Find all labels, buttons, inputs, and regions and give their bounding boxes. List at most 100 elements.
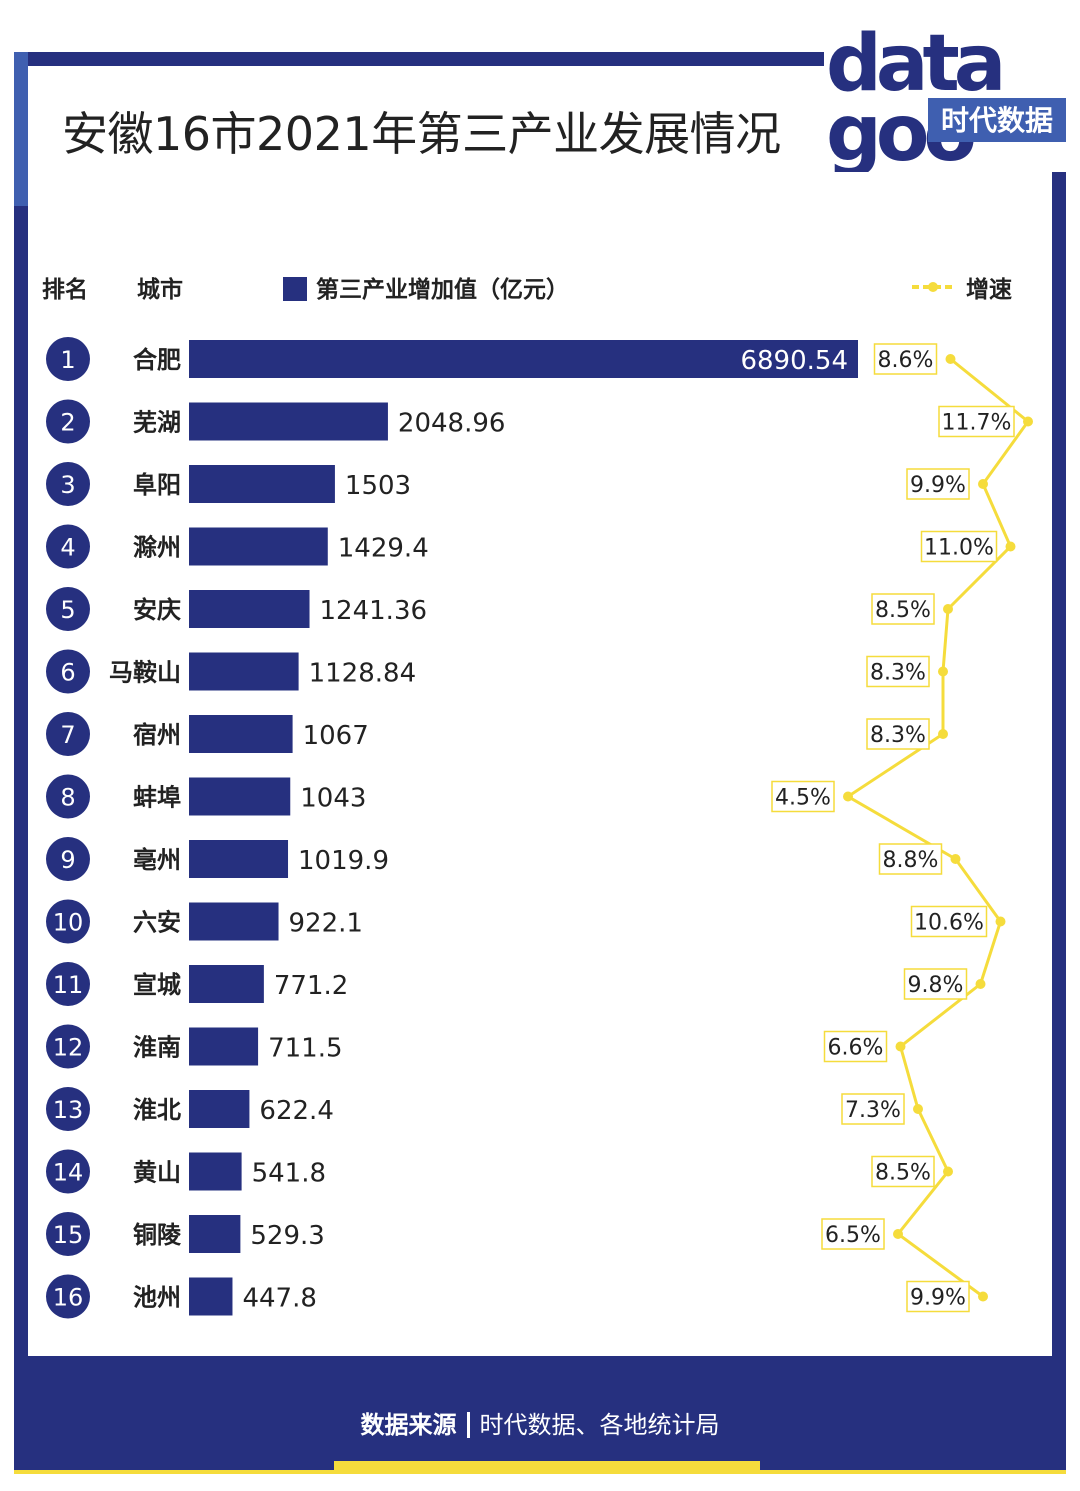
- city-label: 安庆: [133, 596, 181, 624]
- bar-value-label: 1429.4: [338, 534, 429, 564]
- growth-label-box: [938, 405, 1015, 438]
- bar-value-label: 447.8: [242, 1284, 316, 1314]
- city-label: 马鞍山: [109, 659, 181, 687]
- datagoo-logo: data goo 时代数据: [824, 12, 1066, 172]
- growth-label-box: [871, 1155, 935, 1188]
- bar-value-label: 1043: [300, 784, 366, 814]
- rank-number: 2: [60, 409, 75, 437]
- growth-value-label: 4.5%: [775, 786, 831, 811]
- line-legend-swatch: [912, 282, 954, 292]
- growth-value-label: 6.5%: [825, 1223, 881, 1248]
- growth-label-box: [920, 530, 998, 563]
- city-label: 芜湖: [133, 409, 181, 437]
- growth-label-box: [771, 780, 835, 813]
- bar: [189, 1215, 241, 1253]
- source-label: 数据来源: [360, 1411, 457, 1439]
- rank-badge: [46, 837, 90, 881]
- bar: [189, 1027, 259, 1066]
- city-label: 淮南: [133, 1034, 181, 1062]
- growth-point: [978, 1291, 988, 1302]
- growth-value-label: 8.3%: [870, 723, 926, 748]
- bar-value-label: 541.8: [252, 1159, 326, 1189]
- growth-label-box: [906, 468, 970, 500]
- bar: [189, 777, 291, 816]
- growth-label-box: [841, 1093, 905, 1125]
- growth-label-box: [903, 968, 968, 1000]
- growth-label-box: [873, 343, 938, 375]
- rank-badge: [46, 399, 90, 444]
- source-separator: [466, 1412, 470, 1438]
- growth-label-box: [910, 905, 988, 938]
- rank-number: 5: [60, 596, 75, 624]
- rank-number: 1: [60, 346, 75, 374]
- growth-point: [843, 791, 853, 802]
- rank-number: 14: [53, 1159, 84, 1187]
- bar-value-label: 1503: [345, 471, 411, 501]
- growth-label-box: [866, 718, 930, 750]
- growth-point: [913, 1104, 923, 1114]
- growth-point: [950, 854, 961, 864]
- growth-point: [978, 479, 988, 489]
- bar-value-label: 1019.9: [298, 846, 389, 876]
- growth-point: [938, 666, 948, 677]
- growth-value-label: 6.6%: [828, 1036, 884, 1061]
- bar-value-label: 711.5: [268, 1034, 342, 1064]
- growth-value-label: 8.8%: [883, 848, 939, 873]
- city-label: 黄山: [133, 1159, 181, 1187]
- rank-number: 4: [60, 534, 75, 562]
- rank-number: 7: [60, 721, 75, 749]
- growth-value-label: 9.9%: [910, 1286, 966, 1311]
- rank-number: 12: [53, 1034, 84, 1062]
- chart-title: 安徽16市2021年第三产业发展情况: [62, 107, 781, 161]
- city-label: 亳州: [133, 846, 181, 874]
- growth-point: [943, 604, 953, 614]
- bar-legend-label: 第三产业增加值（亿元）: [316, 277, 569, 303]
- city-label: 宣城: [133, 971, 181, 999]
- growth-point: [1005, 541, 1016, 552]
- growth-value-label: 8.5%: [875, 1161, 931, 1186]
- growth-point: [975, 979, 986, 989]
- rank-badge: [46, 1149, 90, 1194]
- rank-number: 8: [60, 784, 75, 812]
- rank-badge: [46, 1024, 90, 1069]
- footer-line: [14, 1470, 1066, 1474]
- bar-value-label: 622.4: [259, 1096, 333, 1126]
- rank-badge: [46, 1087, 90, 1131]
- growth-point: [995, 916, 1006, 927]
- growth-label-box: [823, 1030, 888, 1063]
- footer: 数据来源 时代数据、各地统计局: [0, 1405, 1080, 1440]
- growth-label-box: [821, 1218, 885, 1250]
- city-label: 合肥: [133, 346, 181, 374]
- rank-number: 9: [60, 846, 75, 874]
- city-label: 滁州: [133, 534, 181, 562]
- bar-legend-swatch: [283, 277, 307, 301]
- growth-line: [845, 357, 1031, 1298]
- bar-value-label: 529.3: [250, 1221, 324, 1251]
- rank-badge: [46, 524, 90, 569]
- city-label: 蚌埠: [133, 784, 181, 812]
- rank-badge: [46, 962, 90, 1006]
- frame-accent: [14, 52, 28, 206]
- bar: [189, 1090, 250, 1128]
- bar: [189, 965, 264, 1003]
- logo-text-top: data: [826, 19, 1001, 109]
- growth-point: [1023, 416, 1033, 427]
- bar: [189, 527, 328, 566]
- bar: [189, 1277, 233, 1316]
- growth-value-label: 9.8%: [908, 973, 964, 998]
- bar-value-label: 922.1: [289, 909, 363, 939]
- bar-value-label: 1241.36: [320, 596, 428, 626]
- bar: [189, 840, 289, 878]
- bar: [189, 652, 299, 691]
- growth-label-box: [871, 593, 935, 625]
- growth-value-label: 8.6%: [878, 348, 934, 373]
- bar-value-label: 771.2: [274, 971, 348, 1001]
- bar: [189, 340, 858, 378]
- growth-label-box: [878, 843, 943, 875]
- bar: [189, 1152, 242, 1191]
- rank-badge: [46, 649, 90, 694]
- city-label: 淮北: [133, 1096, 181, 1124]
- bar-value-label: 2048.96: [398, 409, 506, 439]
- city-label: 宿州: [133, 721, 181, 749]
